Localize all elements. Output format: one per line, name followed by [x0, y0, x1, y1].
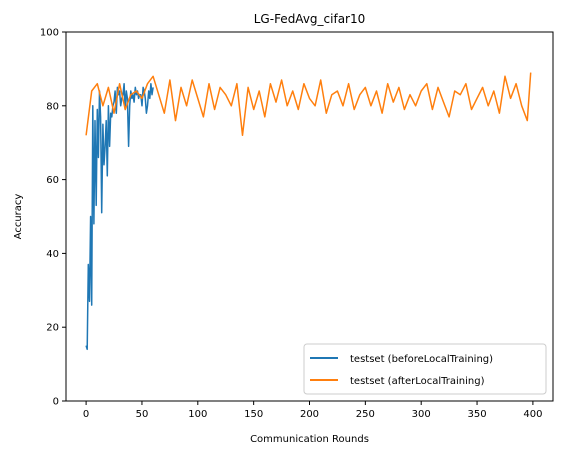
x-tick-label: 200	[300, 409, 319, 420]
x-tick-label: 50	[136, 409, 149, 420]
legend-label-before: testset (beforeLocalTraining)	[350, 354, 493, 365]
x-tick-label: 400	[523, 409, 542, 420]
plot-area	[85, 72, 532, 351]
x-tick-label: 0	[83, 409, 89, 420]
y-tick-label: 60	[46, 175, 59, 186]
x-tick-label: 250	[356, 409, 375, 420]
y-tick-label: 0	[53, 397, 59, 408]
x-axis-title: Communication Rounds	[250, 434, 369, 445]
y-tick-label: 100	[40, 28, 59, 39]
chart-title: LG-FedAvg_cifar10	[254, 12, 366, 26]
x-tick-label: 100	[188, 409, 207, 420]
legend: testset (beforeLocalTraining) testset (a…	[303, 343, 547, 395]
y-tick-label: 40	[46, 249, 59, 260]
x-tick-label: 350	[467, 409, 486, 420]
series-line-1	[85, 72, 532, 137]
legend-box	[303, 343, 547, 395]
axes: 0 50 100 150 200 250 300 350 400 0 20 40 60 80 100	[40, 28, 554, 420]
y-tick-label: 80	[46, 101, 59, 112]
y-axis-title: Accuracy	[13, 194, 24, 240]
x-tick-label: 300	[412, 409, 431, 420]
series-line-0	[85, 82, 154, 351]
legend-label-after: testset (afterLocalTraining)	[350, 376, 485, 387]
x-tick-label: 150	[244, 409, 263, 420]
y-tick-label: 20	[46, 323, 59, 334]
